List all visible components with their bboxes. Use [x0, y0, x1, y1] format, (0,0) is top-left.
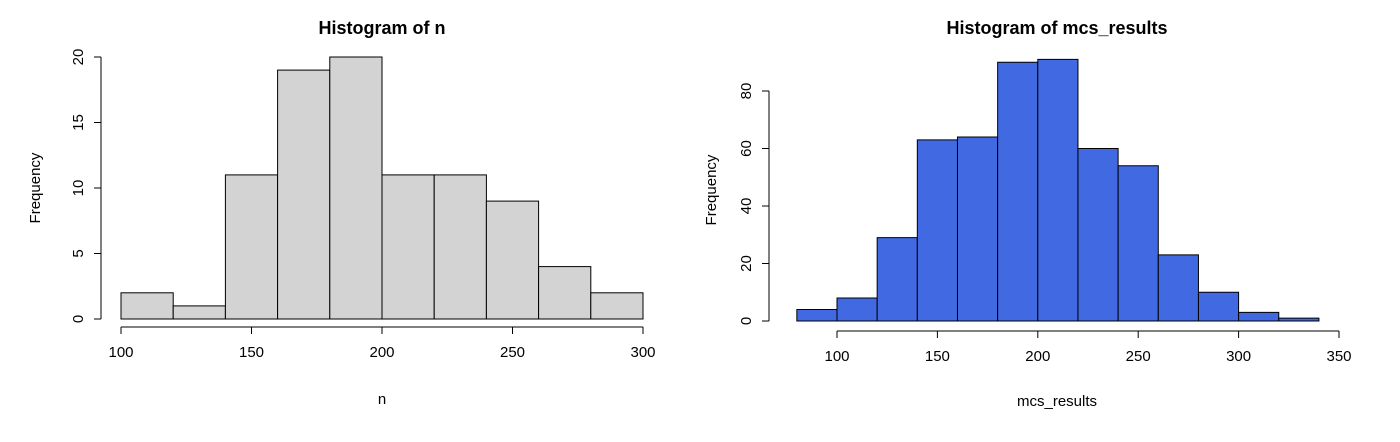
bars — [120, 56, 644, 320]
histogram-bar — [1197, 291, 1240, 322]
y-axis-label: Frequency — [703, 154, 720, 225]
y-tick-label: 15 — [70, 114, 87, 131]
histogram-panel-mcs-results: Histogram of mcs_results 100 150 200 250 300… — [703, 18, 1352, 410]
x-tick-label: 250 — [1126, 348, 1151, 365]
x-ticks: 100 150 200 250 300 — [108, 327, 656, 361]
y-tick-label: 20 — [738, 255, 755, 272]
y-tick-label: 40 — [738, 198, 755, 215]
y-ticks: 0 20 40 60 80 — [738, 83, 769, 325]
histogram-bar — [381, 174, 435, 320]
histogram-bar — [1278, 317, 1320, 322]
histogram-bar — [224, 174, 279, 320]
histogram-bar — [1157, 254, 1199, 322]
histogram-bar — [1238, 311, 1280, 322]
histogram-bar — [172, 305, 226, 320]
y-tick-label: 10 — [70, 180, 87, 197]
histogram-panel-n: Histogram of n 100 150 200 250 300 05101520 … — [27, 18, 656, 408]
x-tick-label: 200 — [369, 344, 394, 361]
x-tick-label: 150 — [239, 344, 264, 361]
x-tick-label: 100 — [108, 344, 133, 361]
y-tick-label: 0 — [70, 315, 87, 323]
y-tick-label: 20 — [70, 49, 87, 66]
x-tick-label: 150 — [925, 348, 950, 365]
histogram-bar — [1037, 58, 1079, 322]
y-tick-label: 5 — [70, 249, 87, 257]
histogram-bar — [433, 174, 487, 320]
y-tick-label: 80 — [738, 83, 755, 100]
histogram-bar — [916, 139, 958, 322]
histogram-bar — [538, 266, 592, 320]
histogram-bar — [590, 292, 644, 320]
histogram-bar — [956, 136, 999, 322]
x-tick-label: 200 — [1025, 348, 1050, 365]
histogram-bar — [329, 56, 383, 320]
histogram-bar — [120, 292, 174, 320]
histogram-bar — [876, 237, 918, 322]
histogram-bar — [1117, 165, 1159, 322]
chart-title: Histogram of n — [318, 18, 445, 38]
x-axis-label: n — [378, 391, 386, 408]
x-axis-label: mcs_results — [1017, 393, 1097, 410]
y-ticks: 0 5 10 15 20 — [70, 49, 101, 323]
x-tick-label: 100 — [824, 348, 849, 365]
x-tick-label: 300 — [1226, 348, 1251, 365]
y-tick-label: 0 — [738, 317, 755, 325]
histogram-bar — [1077, 148, 1119, 322]
histogram-bar — [277, 69, 331, 320]
histogram-bar — [836, 297, 878, 322]
y-axis-label: Frequency — [27, 152, 44, 223]
histogram-bar — [485, 200, 540, 320]
x-tick-label: 250 — [500, 344, 525, 361]
chart-title: Histogram of mcs_results — [946, 18, 1167, 38]
x-ticks: 100 150 200 250 300 350 — [824, 331, 1352, 365]
x-tick-label: 350 — [1326, 348, 1351, 365]
y-tick-label: 60 — [738, 140, 755, 157]
histogram-bar — [796, 309, 838, 322]
bars — [796, 58, 1320, 322]
x-tick-label: 300 — [630, 344, 655, 361]
histogram-bar — [997, 61, 1039, 322]
